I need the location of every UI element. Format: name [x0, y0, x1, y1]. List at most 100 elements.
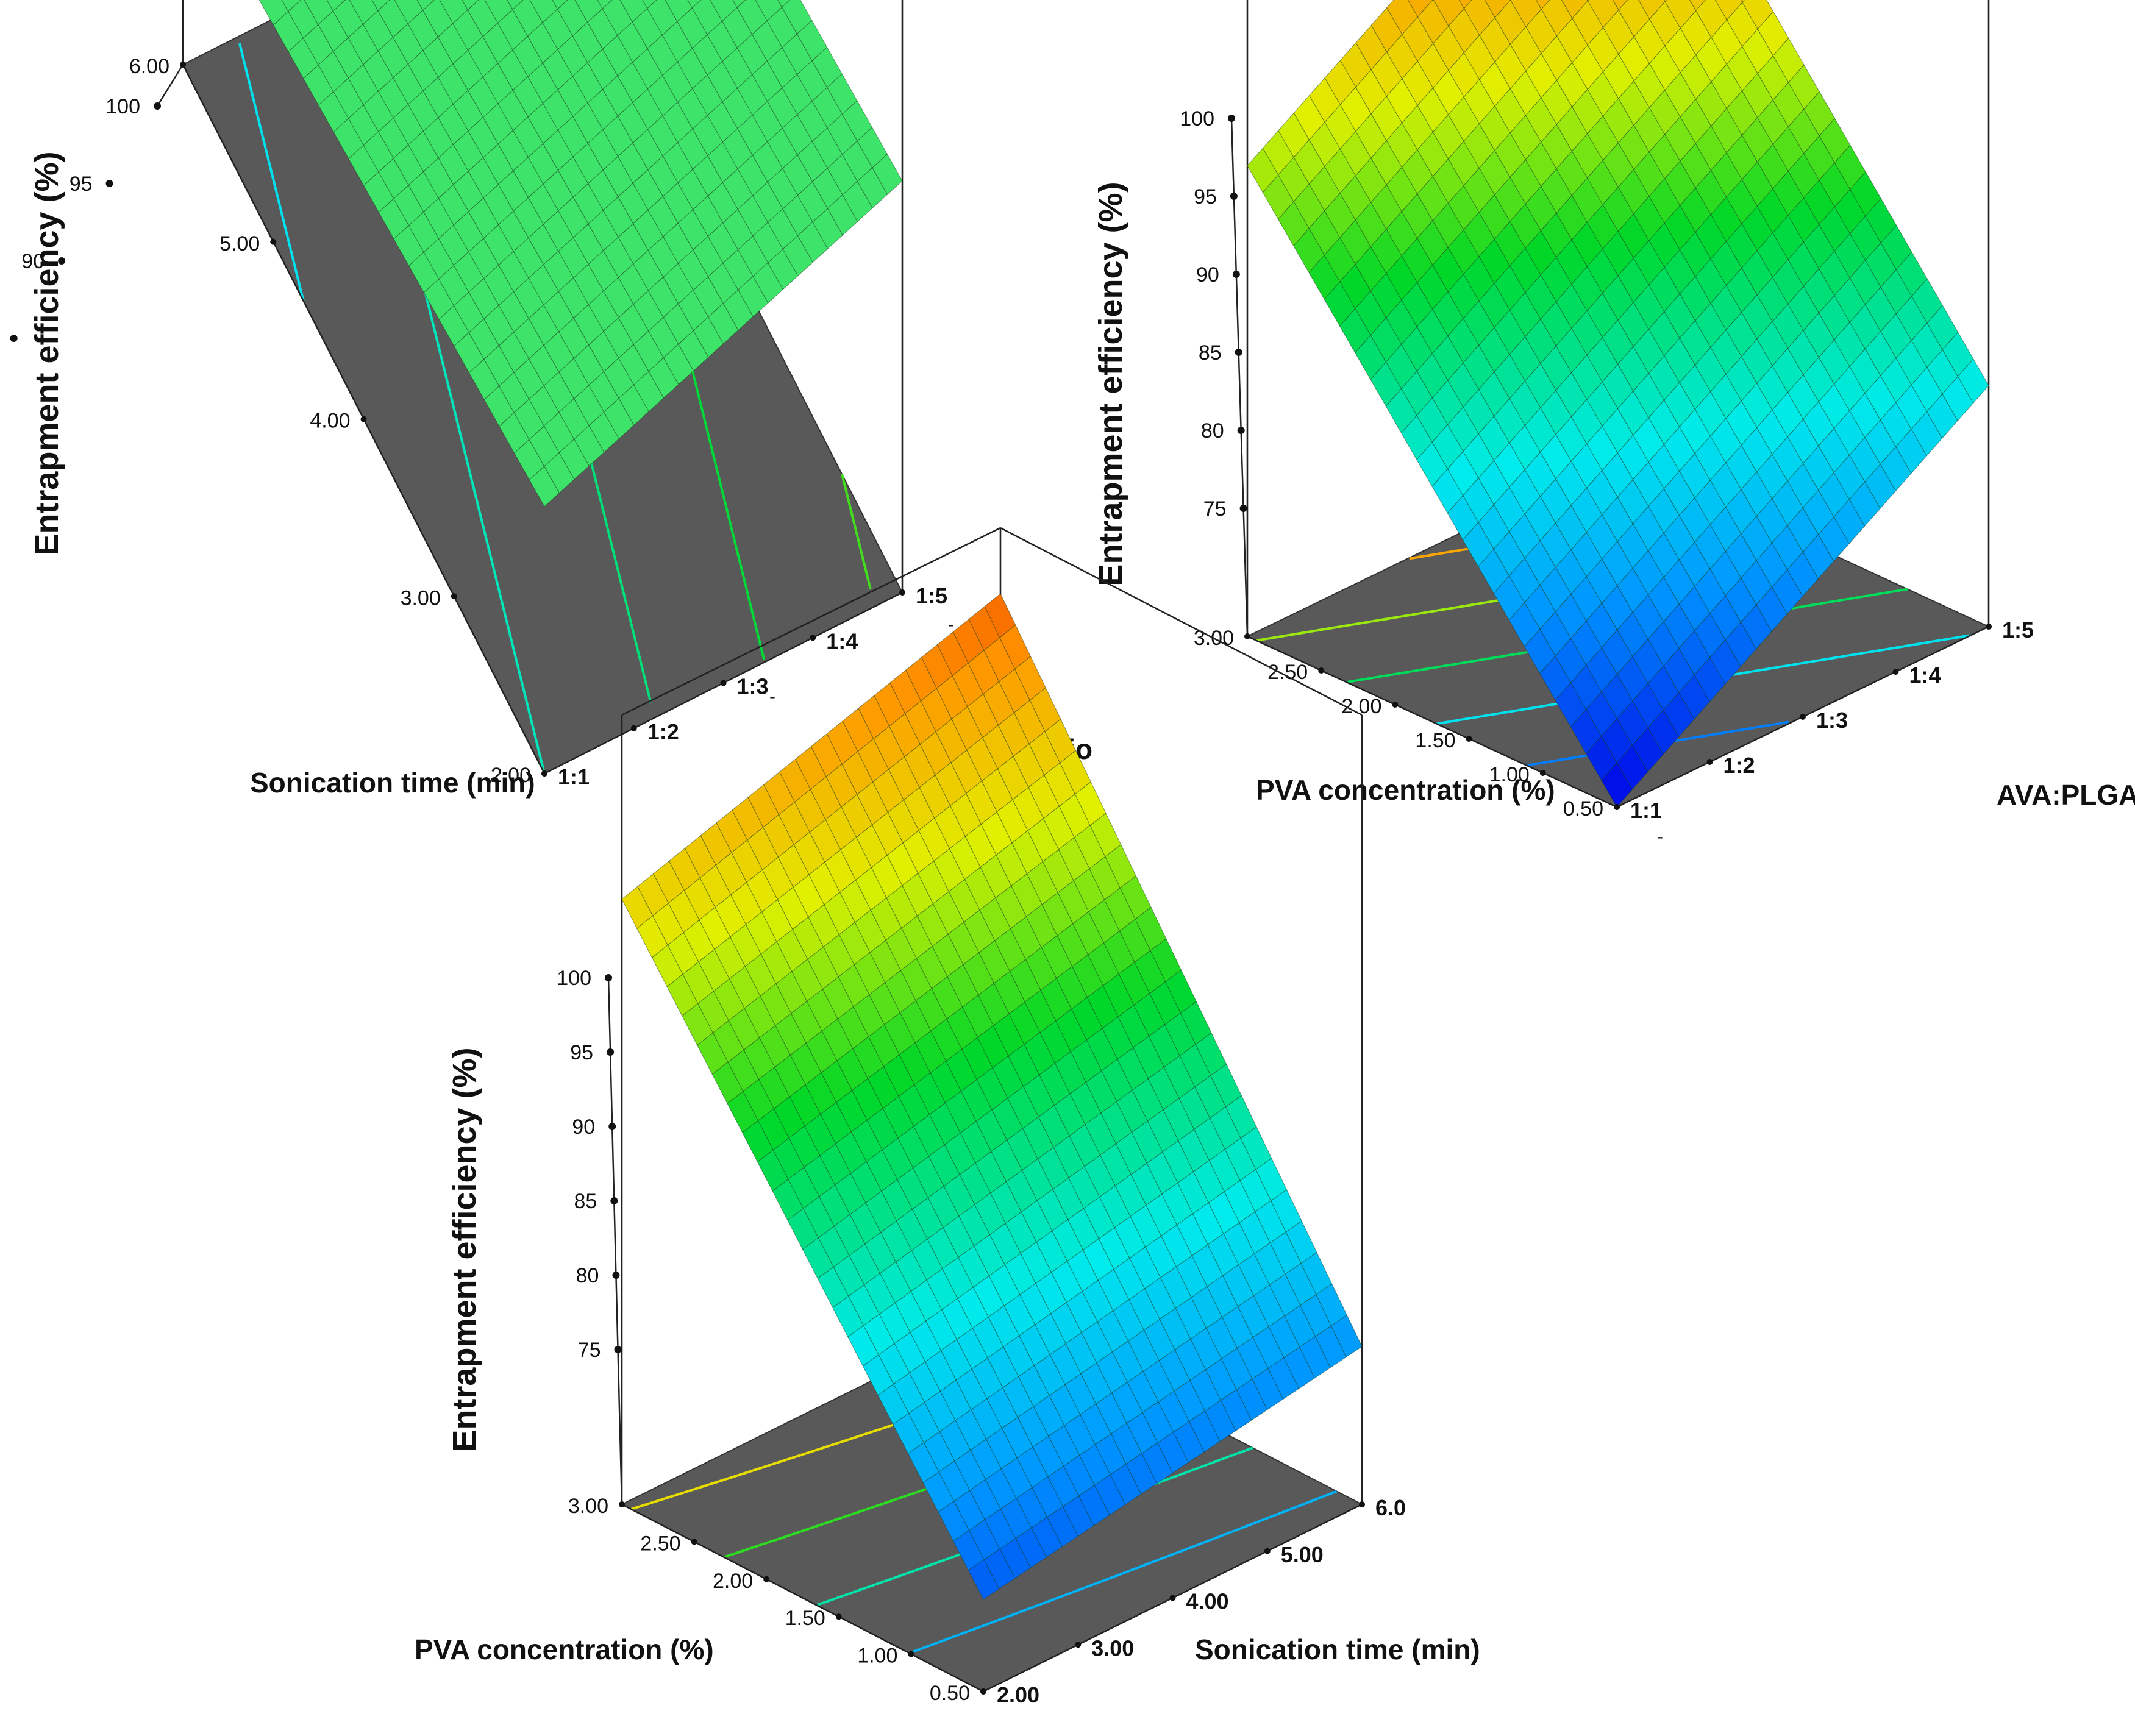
- z-tick-label: 90: [1196, 263, 1219, 286]
- y-tick-label: 6.0: [1375, 1495, 1406, 1520]
- surface-cell: [1433, 0, 1465, 27]
- y-tick-mark: [1264, 1548, 1271, 1554]
- z-tick-mark: [1232, 271, 1240, 278]
- surface-cell: [710, 0, 738, 22]
- y-tick-mark: [1800, 714, 1806, 720]
- surface-cell: [1664, 0, 1697, 29]
- surface-cell: [691, 0, 723, 35]
- z-tick-mark: [605, 974, 612, 981]
- surface-cell: [1618, 0, 1650, 37]
- y-tick-label: 3.00: [1091, 1635, 1134, 1660]
- z-tick-mark: [1239, 505, 1247, 512]
- z-tick-mark: [10, 335, 18, 342]
- surface-cell: [732, 0, 746, 9]
- surface-cell: [1510, 0, 1542, 27]
- surface-cell: [1485, 0, 1511, 18]
- surface-cell: [574, 0, 603, 23]
- surface-cell: [1541, 0, 1573, 37]
- z-axis-line: [156, 64, 184, 107]
- z-tick-label: 100: [557, 967, 591, 990]
- y-tick-mark: [1706, 759, 1713, 765]
- surface-cell: [1587, 0, 1589, 1]
- surface-cell: [552, 0, 568, 10]
- z-tick-label: 90: [21, 250, 45, 273]
- z-tick-label: 80: [1201, 419, 1224, 443]
- surface-cell: [736, 0, 768, 35]
- x-axis-label: PVA concentration (%): [1256, 774, 1555, 806]
- surface-cell: [1742, 0, 1774, 30]
- z-tick-mark: [1228, 115, 1235, 122]
- contour-line-1: [238, 43, 305, 302]
- surface-cell: [462, 0, 479, 10]
- surface-cell: [439, 0, 468, 24]
- x-tick-label: 0.50: [930, 1682, 970, 1705]
- surface-cell: [1463, 0, 1495, 36]
- z-axis-label: Entrapment efficiency (%): [446, 1047, 483, 1451]
- x-tick-mark: [451, 593, 457, 600]
- z-tick-label: 80: [576, 1264, 599, 1287]
- y-tick-label: 5.00: [1281, 1542, 1324, 1567]
- y-tick-mark: [1892, 669, 1899, 675]
- x-tick-label: 2.00: [713, 1570, 753, 1593]
- floor-edge-x: [1247, 635, 1617, 808]
- z-axis-line: [607, 977, 623, 1505]
- surface-cell: [687, 0, 702, 9]
- x-tick-mark: [1244, 633, 1250, 639]
- surface-cell: [1613, 0, 1628, 11]
- y-tick-label: 1:2: [1723, 753, 1755, 778]
- z-tick-label: 100: [1180, 107, 1214, 130]
- y-tick-label: 1:1: [1630, 798, 1662, 823]
- x-axis-label: Sonication time (min): [250, 767, 535, 799]
- x-tick-label: 1.00: [1489, 763, 1530, 786]
- surface-cell: [647, 0, 678, 36]
- y-tick-label: 1:4: [1909, 663, 1941, 688]
- x-tick-mark: [763, 1576, 770, 1582]
- floor-edge-x: [621, 1503, 984, 1693]
- y-tick-label: 1:3: [1816, 708, 1848, 733]
- surface-cell: [597, 0, 613, 9]
- response-surface: [621, 593, 1363, 1600]
- z-tick-label: 100: [105, 95, 140, 118]
- surface-cell: [782, 0, 813, 35]
- z-tick-mark: [610, 1197, 618, 1204]
- z-tick-label: 95: [570, 1041, 593, 1064]
- surface-cell: [1587, 0, 1619, 28]
- surface-cell: [377, 0, 408, 38]
- x-tick-mark: [180, 62, 186, 68]
- y-tick-mark: [899, 589, 905, 596]
- y-tick-label: 4.00: [1186, 1589, 1229, 1614]
- chart-panel-2: 10095908580750.501.001.502.002.503.001:1…: [1092, 0, 2135, 847]
- x-tick-label: 4.00: [310, 410, 350, 433]
- surface-cell: [349, 0, 379, 25]
- surface-cell: [281, 0, 301, 12]
- z-tick-mark: [607, 1048, 615, 1056]
- surface-cell: [1715, 0, 1743, 21]
- surface-cell: [755, 0, 783, 21]
- z-tick-label: 85: [574, 1190, 597, 1213]
- y-axis-label: Sonication time (min): [1195, 1634, 1480, 1665]
- y-tick-mark: [980, 1688, 986, 1695]
- x-tick-label: 1.50: [1415, 729, 1455, 752]
- x-tick-label: 1.50: [785, 1607, 825, 1630]
- z-tick-mark: [105, 180, 113, 187]
- surface-cell: [665, 0, 693, 22]
- z-tick-label: 75: [1203, 497, 1227, 521]
- y-tick-mark: [1614, 804, 1620, 810]
- frame-top-right: [1000, 527, 1363, 716]
- y-tick-mark: [1986, 624, 1992, 630]
- contour-line-1: [908, 1490, 1338, 1654]
- y-tick-label: 1:2: [647, 719, 679, 744]
- y-tick-mark: [1169, 1595, 1176, 1601]
- surface-cell: [467, 0, 498, 37]
- surface-cell: [777, 0, 791, 8]
- surface-cell: [484, 0, 513, 24]
- x-tick-label: 1.00: [857, 1645, 897, 1668]
- x-tick-label: 2.50: [640, 1532, 680, 1555]
- x-tick-label: 3.00: [401, 586, 441, 610]
- response-surface: [258, 0, 903, 507]
- stray-mark: -: [769, 686, 775, 706]
- x-tick-label: 5.00: [219, 232, 260, 255]
- z-tick-label: 75: [578, 1339, 601, 1362]
- z-tick-mark: [1230, 193, 1238, 200]
